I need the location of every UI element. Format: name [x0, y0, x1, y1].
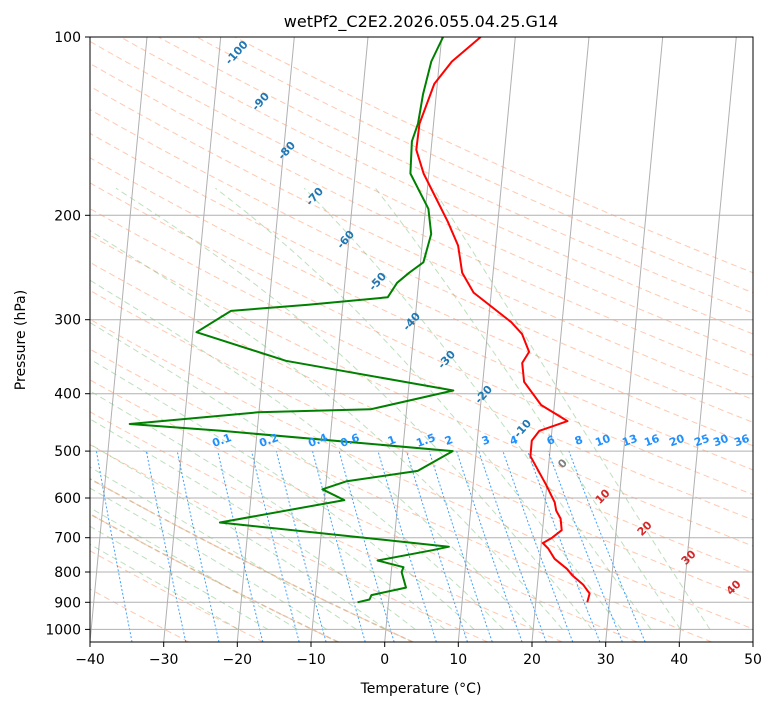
moist-adiabat-line — [432, 187, 711, 630]
mixing-ratio-line — [251, 450, 300, 642]
moist-adiabat-line — [215, 187, 622, 630]
y-tick-label: 500 — [54, 444, 81, 460]
mixing-ratio-line — [456, 450, 523, 642]
x-tick-label: 50 — [744, 652, 762, 668]
moist-adiabat-line — [90, 443, 387, 630]
y-tick-label: 1000 — [45, 622, 81, 638]
mixing-ratio-line — [406, 450, 468, 642]
x-tick-label: 10 — [449, 652, 467, 668]
mixing-ratio-label: 16 — [642, 432, 661, 450]
moist-adiabat-line — [90, 279, 534, 630]
x-tick-label: −20 — [223, 652, 253, 668]
mixing-ratio-label: 3 — [480, 433, 492, 448]
mixing-ratio-line — [275, 450, 327, 642]
mixing-ratio-line — [338, 450, 395, 642]
mixing-ratio-line — [95, 451, 133, 642]
x-axis-title: Temperature (°C) — [360, 681, 482, 697]
mixing-ratio-label: 25 — [692, 432, 711, 449]
moist-adiabat-line — [90, 543, 239, 630]
dry-adiabat-line — [158, 37, 753, 314]
moist-adiabat-line — [375, 187, 681, 630]
plot-background — [90, 37, 753, 642]
mixing-ratio-label: 1.5 — [414, 431, 437, 450]
moist-adiabat-line — [90, 390, 446, 630]
dry-adiabat-line — [90, 411, 563, 642]
temperature-profile-line — [415, 37, 591, 603]
x-tick-label: −10 — [296, 652, 326, 668]
mixing-ratio-line — [145, 451, 187, 642]
x-tick-label: −30 — [149, 652, 179, 668]
mixing-ratio-line — [502, 450, 574, 642]
isotherm-line — [678, 37, 737, 642]
isotherm-line — [531, 37, 590, 642]
mixing-ratio-label: 20 — [667, 432, 686, 450]
mixing-ratio-label: 0.2 — [257, 431, 280, 450]
moist-adiabat-line — [90, 322, 505, 630]
isotherm-line — [90, 37, 148, 642]
dry-adiabat-line — [90, 63, 753, 378]
moist-adiabat-line — [90, 230, 563, 630]
x-tick-label: 40 — [670, 652, 688, 668]
x-tick-label: 30 — [597, 652, 615, 668]
x-tick-label: 20 — [523, 652, 541, 668]
y-tick-label: 300 — [54, 313, 81, 329]
y-axis-title: Pressure (hPa) — [13, 290, 29, 390]
dry-adiabat-line — [90, 132, 753, 447]
dry-adiabat-line — [90, 208, 753, 521]
plot-frame — [89, 36, 754, 643]
mixing-ratio-label: 0.6 — [338, 431, 361, 450]
mixing-ratio-line — [312, 450, 366, 642]
dry-adiabat-line — [90, 109, 753, 423]
y-tick-label: 600 — [54, 491, 81, 507]
dry-adiabat-line — [90, 182, 753, 496]
mixing-ratio-label: 13 — [620, 432, 639, 449]
chart-title: wetPf2_C2E2.2026.055.04.25.G14 — [284, 12, 558, 32]
dry-adiabat-line — [90, 85, 753, 401]
y-tick-label: 200 — [54, 208, 81, 224]
moist-adiabat-line — [90, 418, 416, 630]
y-tick-label: 700 — [54, 531, 81, 547]
isotherm-line — [163, 37, 222, 642]
x-tick-label: −40 — [75, 652, 105, 668]
moist-adiabat-line — [90, 487, 328, 630]
dry-adiabat-line — [90, 513, 339, 642]
moist-adiabat-line — [115, 187, 593, 630]
mixing-ratio-label: 8 — [573, 433, 585, 448]
y-tick-label: 400 — [54, 387, 81, 403]
mixing-ratio-line — [377, 450, 437, 642]
mixing-ratio-line — [428, 450, 493, 642]
y-tick-label: 800 — [54, 565, 81, 581]
y-tick-label: 100 — [54, 30, 81, 46]
moist-adiabat-line — [90, 525, 269, 630]
mixing-ratio-label: 6 — [545, 433, 557, 448]
mixing-ratio-label: 0.4 — [306, 431, 329, 450]
dry-adiabat-line — [196, 37, 753, 294]
dry-adiabat-line — [120, 37, 753, 335]
dry-adiabat-line — [90, 379, 638, 642]
mixing-ratio-line — [217, 450, 264, 642]
dry-adiabat-line — [234, 37, 753, 274]
mixing-ratio-line — [176, 450, 220, 642]
mixing-ratio-label: 4 — [508, 433, 520, 448]
mixing-ratio-label: 2 — [443, 433, 455, 448]
mixing-ratio-line — [478, 450, 547, 642]
mixing-ratio-label: 30 — [711, 432, 730, 450]
dry-adiabat-line — [90, 261, 753, 574]
y-tick-label: 900 — [54, 595, 81, 611]
mixing-ratio-label: 10 — [593, 432, 612, 450]
isotherm-line — [457, 37, 516, 642]
isotherm-line — [605, 37, 664, 642]
dry-adiabat-line — [90, 157, 753, 471]
dewpoint-profile-line — [128, 37, 455, 604]
dry-adiabat-line — [90, 40, 753, 356]
dry-adiabat-line — [90, 289, 753, 602]
dry-adiabat-line — [90, 234, 753, 547]
x-tick-label: 0 — [380, 652, 389, 668]
mixing-ratio-label: 36 — [732, 432, 751, 450]
mixing-ratio-label: 0.1 — [210, 431, 233, 450]
mixing-ratio-label: 1 — [386, 433, 398, 448]
isotherm-line — [236, 37, 295, 642]
isotherm-line — [752, 636, 753, 642]
